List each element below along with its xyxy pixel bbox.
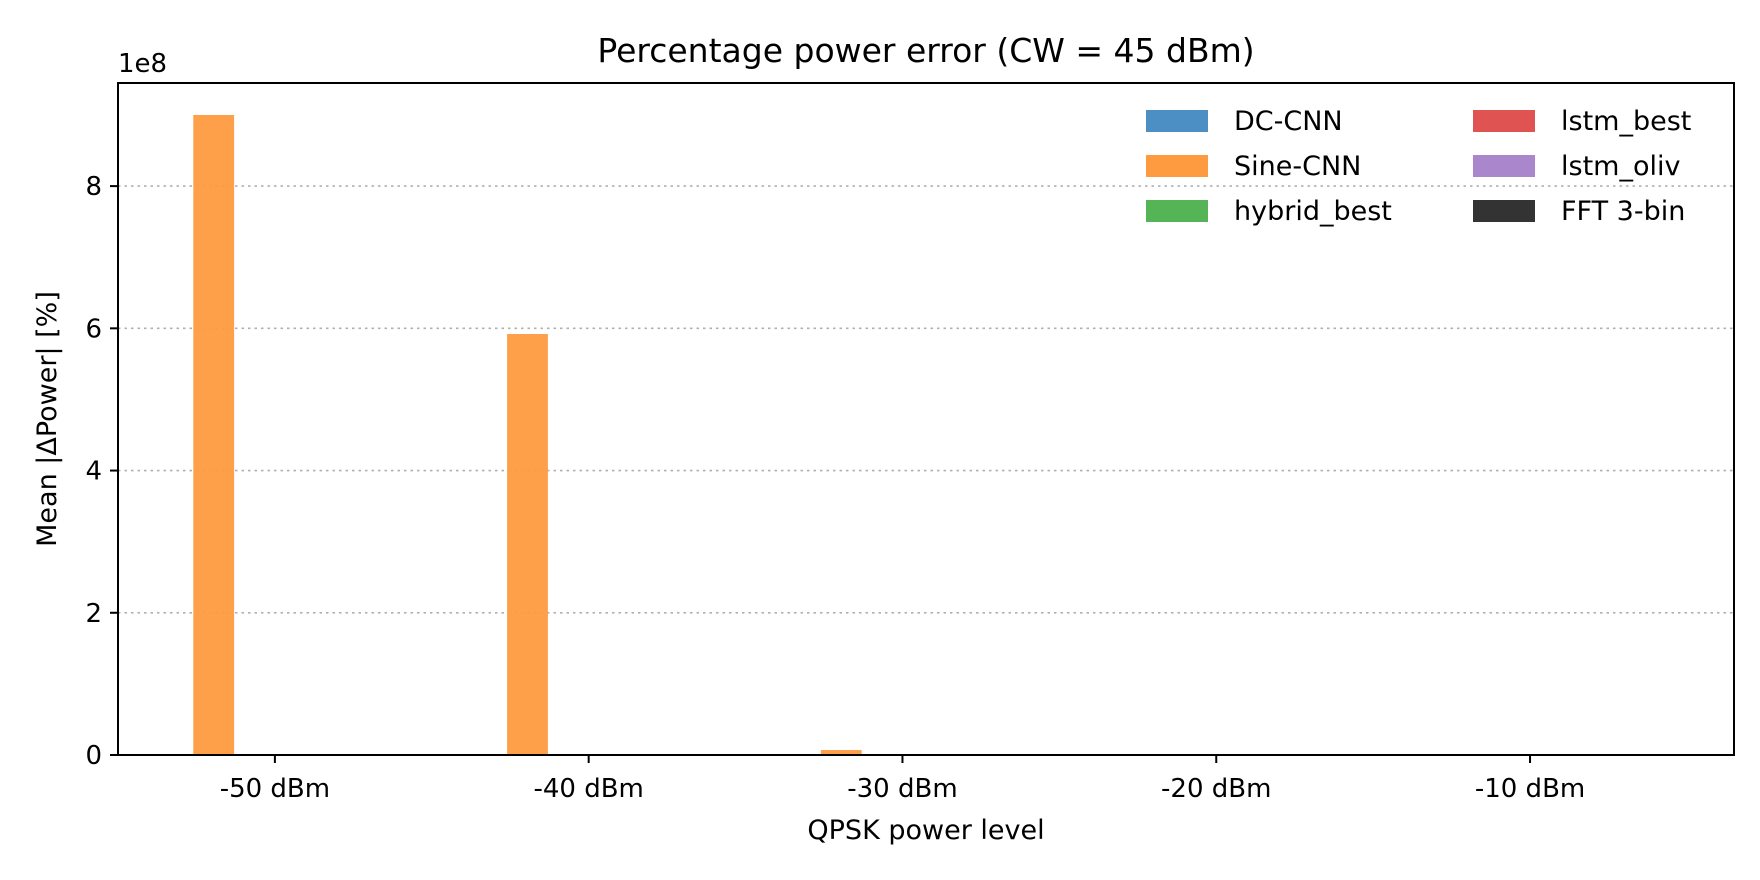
legend-swatch-lstm_oliv — [1473, 155, 1535, 177]
legend-label-lstm_oliv: lstm_oliv — [1561, 151, 1680, 182]
axes: 0 2 4 6 8 -50 dBm -40 dBm -30 dBm -20 dBm -10 dBm — [85, 82, 1735, 804]
plot-frame — [117, 82, 1735, 756]
legend-label-Sine-CNN: Sine-CNN — [1234, 151, 1361, 182]
x-tick-label: -40 dBm — [533, 774, 643, 804]
y-tick-label: 4 — [85, 457, 102, 487]
y-tick-label: 0 — [85, 741, 102, 771]
y-tick-label: 2 — [85, 599, 102, 629]
bars — [193, 115, 862, 755]
bar-Sine-CNN--40 dBm — [507, 334, 548, 755]
legend-swatch-lstm_best — [1473, 110, 1535, 132]
legend: DC-CNN Sine-CNN hybrid_best lstm_best lstm_o… — [1146, 106, 1691, 227]
legend-swatch-DC-CNN — [1146, 110, 1208, 132]
x-tick-label: -20 dBm — [1161, 774, 1271, 804]
legend-label-hybrid_best: hybrid_best — [1234, 196, 1392, 227]
y-offset-label: 1e8 — [118, 49, 167, 79]
legend-label-lstm_best: lstm_best — [1561, 106, 1691, 137]
bar-Sine-CNN--50 dBm — [193, 115, 235, 755]
x-axis-label: QPSK power level — [807, 815, 1044, 846]
y-axis-label: Mean |ΔPower| [%] — [32, 291, 63, 547]
legend-label-FFT 3-bin: FFT 3-bin — [1561, 196, 1685, 227]
y-tick-label: 8 — [85, 172, 102, 202]
chart-title: Percentage power error (CW = 45 dBm) — [597, 31, 1254, 70]
bar-Sine-CNN--30 dBm — [820, 750, 862, 755]
x-tick-label: -50 dBm — [220, 774, 330, 804]
x-tick-label: -30 dBm — [847, 774, 957, 804]
x-tick-label: -10 dBm — [1475, 774, 1585, 804]
legend-swatch-FFT 3-bin — [1473, 200, 1535, 222]
legend-label-DC-CNN: DC-CNN — [1234, 106, 1343, 137]
legend-swatch-hybrid_best — [1146, 200, 1208, 222]
y-tick-label: 6 — [85, 314, 102, 344]
grid-lines — [118, 185, 1734, 614]
legend-swatch-Sine-CNN — [1146, 155, 1208, 177]
